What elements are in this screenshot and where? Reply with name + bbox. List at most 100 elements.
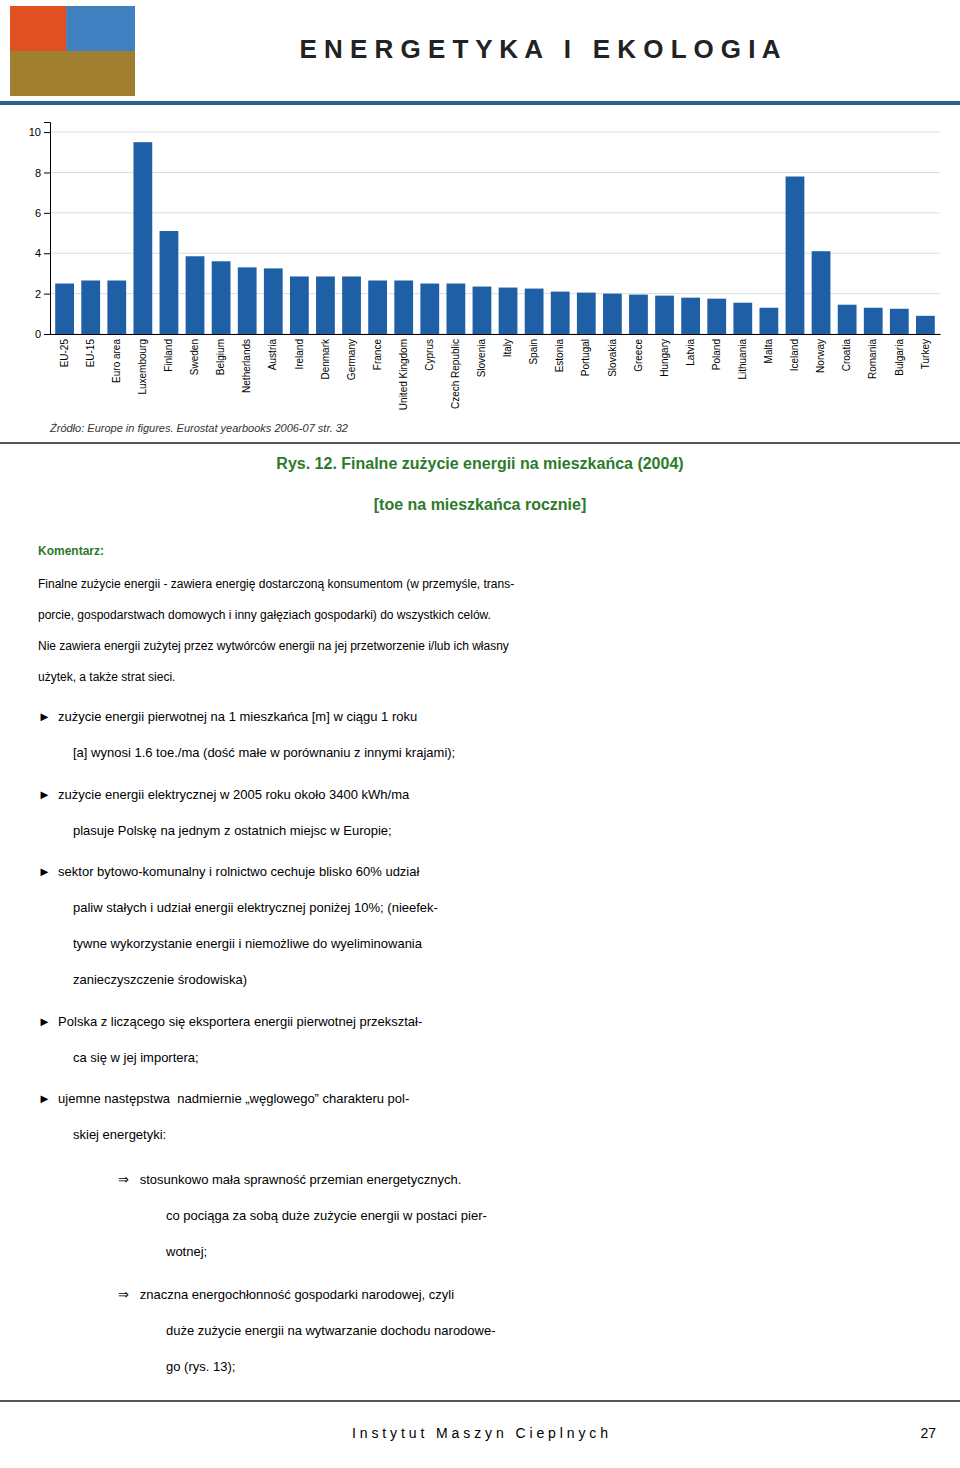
bar	[733, 303, 752, 334]
x-tick-label: Ireland	[294, 339, 305, 370]
x-tick-label: Czech Republic	[450, 339, 461, 409]
bar	[681, 298, 700, 334]
sub-bullet-line: wotnej;	[165, 1244, 207, 1259]
logo-part	[66, 6, 135, 51]
x-tick-label: Turkey	[920, 339, 931, 369]
bullet-line: ► sektor bytowo-komunalny i rolnictwo ce…	[38, 864, 419, 879]
chart-title: Rys. 12. Finalne zużycie energii na mies…	[276, 455, 683, 472]
x-tick-label: Italy	[502, 339, 513, 357]
bullet-line: zanieczyszczenie środowiska)	[73, 972, 247, 987]
bullet-line: [a] wynosi 1.6 toe./ma (dość małe w poró…	[73, 745, 455, 760]
x-tick-label: Hungary	[659, 339, 670, 377]
x-tick: Austria	[267, 334, 278, 370]
x-tick: Slovenia	[476, 334, 487, 377]
bar	[55, 284, 74, 334]
bullet-line: ► ujemne następstwa nadmiernie „węgloweg…	[38, 1091, 409, 1106]
bar	[577, 293, 596, 334]
x-tick: Croatia	[841, 334, 852, 371]
y-tick-label: 2	[35, 288, 41, 300]
bar	[81, 280, 100, 334]
y-tick-mark	[44, 334, 50, 335]
grid-line	[50, 212, 940, 213]
logo-base	[10, 6, 135, 96]
y-tick: 2	[35, 288, 50, 300]
x-tick-label: Latvia	[685, 339, 696, 366]
sub-bullet-line: go (rys. 13);	[166, 1359, 235, 1374]
comment-label: Komentarz:	[38, 544, 104, 558]
bar	[420, 284, 439, 334]
x-tick-label: Norway	[815, 339, 826, 373]
x-tick: Portugal	[580, 334, 591, 376]
y-tick-mark	[44, 213, 50, 214]
x-tick-label: France	[372, 339, 383, 371]
x-tick-label: Romania	[867, 339, 878, 379]
bullet-line: plasuje Polskę na jednym z ostatnich mie…	[73, 823, 392, 838]
y-tick-mark	[44, 253, 50, 254]
bullet-line: ► zużycie energii pierwotnej na 1 mieszk…	[38, 709, 417, 724]
x-tick: Greece	[633, 334, 644, 372]
y-tick-mark	[44, 172, 50, 173]
x-tick: Estonia	[554, 334, 565, 372]
header-title: E N E R G E T Y K A I E K O L O G I A	[299, 34, 780, 64]
bar	[238, 267, 257, 334]
y-axis: 0246810	[29, 123, 51, 341]
x-tick-label: Estonia	[554, 339, 565, 373]
x-tick: France	[372, 334, 383, 370]
grid-line	[50, 172, 940, 173]
bar	[603, 294, 622, 334]
page-number: 27	[920, 1425, 936, 1441]
sub-bullet-line: ⇒ stosunkowo mała sprawność przemian ene…	[118, 1172, 461, 1187]
x-tick: EU-25	[59, 334, 70, 367]
bar	[551, 292, 570, 334]
x-tick: Hungary	[659, 334, 670, 377]
x-axis: EU-25EU-15Euro areaLuxembourgFinlandSwed…	[51, 334, 941, 410]
bar	[368, 280, 387, 334]
bullet-line: paliw stałych i udział energii elektrycz…	[73, 900, 438, 915]
x-tick: Bulgaria	[894, 334, 905, 376]
x-tick: Cyprus	[424, 334, 435, 371]
y-tick: 8	[35, 166, 50, 178]
bar	[133, 142, 152, 334]
x-tick-label: Slovenia	[476, 339, 487, 378]
bar	[864, 308, 883, 334]
y-tick-mark	[44, 132, 50, 133]
x-tick-label: Malta	[763, 339, 774, 364]
x-tick: Ireland	[294, 334, 305, 370]
bar	[786, 177, 805, 334]
bar	[890, 309, 909, 334]
bar	[525, 289, 544, 334]
sub-bullet-line: ⇒ znaczna energochłonność gospodarki nar…	[118, 1287, 454, 1302]
y-tick: 10	[29, 126, 50, 138]
x-tick: Iceland	[789, 334, 800, 371]
x-tick-label: Greece	[633, 339, 644, 372]
grid-line	[50, 293, 940, 294]
bar	[499, 288, 518, 334]
x-tick-label: Lithuania	[737, 339, 748, 380]
bar	[186, 256, 205, 334]
x-tick-label: Bulgaria	[894, 339, 905, 376]
y-axis-line	[44, 123, 51, 335]
y-tick-label: 4	[35, 247, 41, 259]
x-tick: Lithuania	[737, 334, 748, 380]
x-tick-label: Slovakia	[607, 339, 618, 377]
x-tick: Czech Republic	[450, 334, 461, 409]
x-tick-label: Finland	[163, 339, 174, 372]
bar	[446, 284, 465, 334]
x-tick-label: Luxembourg	[137, 339, 148, 395]
sub-bullet-line: co pociąga za sobą duże zużycie energii …	[166, 1208, 487, 1223]
x-tick: Belgium	[215, 334, 226, 375]
chart-subtitle: [toe na mieszkańca rocznie]	[374, 496, 587, 513]
x-tick-label: Euro area	[111, 339, 122, 383]
x-tick: EU-15	[85, 334, 96, 367]
bar	[316, 276, 335, 334]
bar	[759, 308, 778, 334]
bar	[629, 295, 648, 334]
x-tick: Denmark	[320, 334, 331, 380]
grid-line	[50, 253, 940, 254]
x-axis-line	[51, 334, 941, 335]
bullet-line: ► Polska z liczącego się eksportera ener…	[38, 1014, 422, 1029]
x-tick-label: Croatia	[841, 339, 852, 372]
bar	[264, 268, 283, 334]
source-rule	[0, 442, 960, 444]
bar	[838, 305, 857, 334]
